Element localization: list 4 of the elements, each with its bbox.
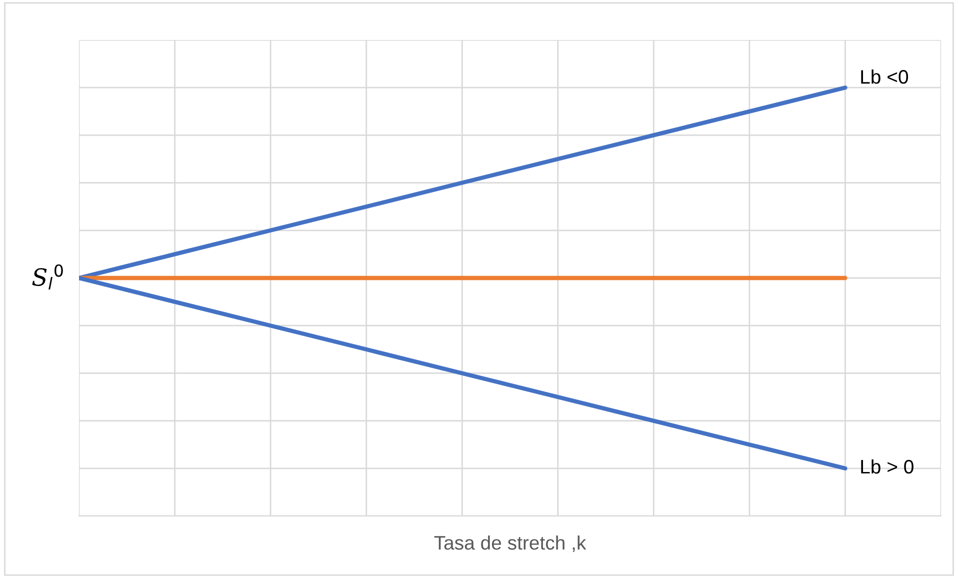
text: S$_{l}$$^{0}$ — [32, 264, 63, 290]
series-label: Lb > 0 — [861, 459, 914, 474]
series-label: Lb <0 — [861, 69, 908, 84]
x-axis-title: Tasa de stretch ,k — [434, 535, 586, 552]
